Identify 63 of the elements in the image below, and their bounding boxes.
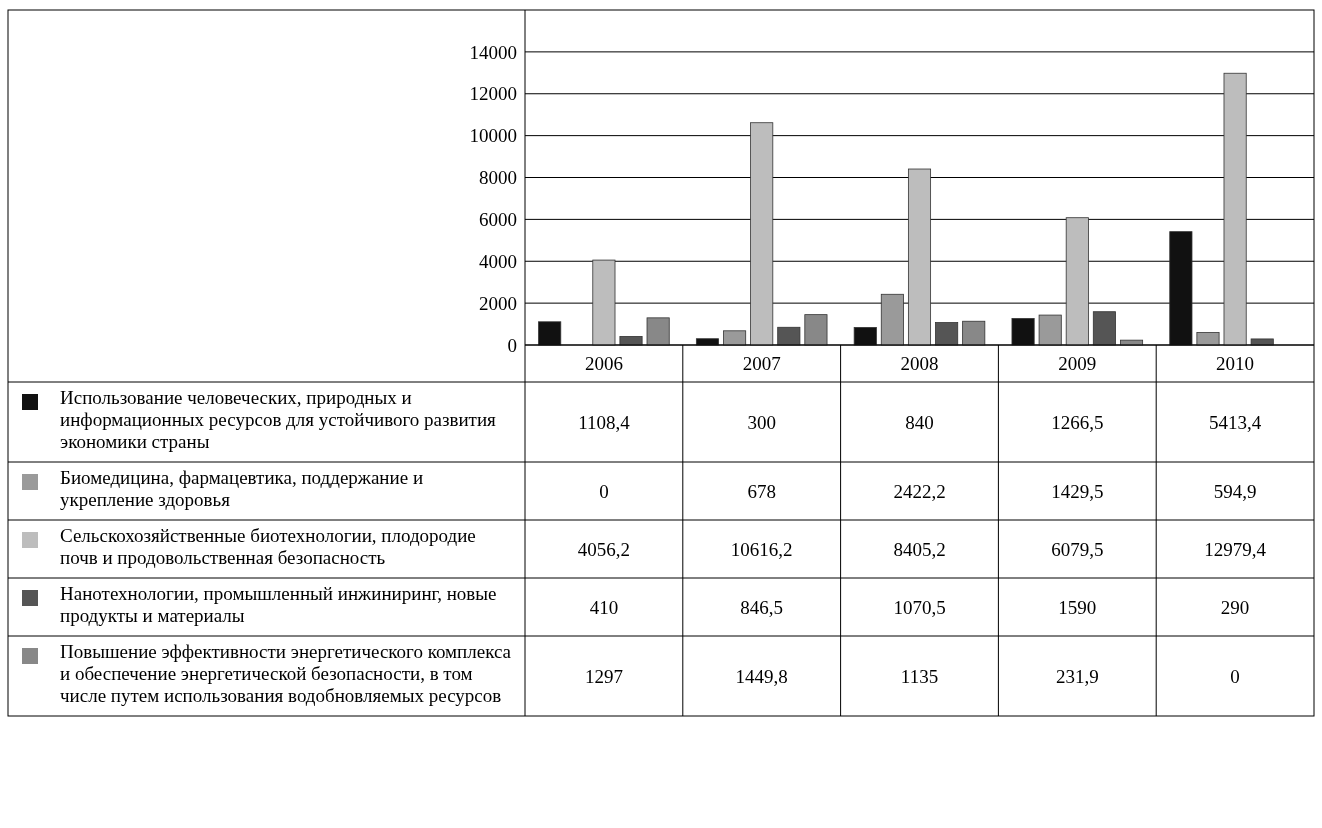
bar (1169, 231, 1193, 346)
data-label: 300 (747, 411, 776, 433)
bar (1250, 338, 1274, 346)
y-tick-label: 0 (507, 334, 517, 356)
bar (1223, 72, 1247, 346)
data-label: 594,9 (1213, 480, 1257, 502)
legend-label: Биомедицина, фармацевтика, поддержание и укрепление здоровья (60, 467, 424, 510)
data-label: 678 (747, 480, 776, 502)
data-label: 1070,5 (893, 596, 946, 618)
bar (1092, 311, 1116, 346)
x-tick-label: 2010 (1216, 353, 1255, 375)
bar (750, 122, 774, 346)
bar (777, 326, 801, 346)
data-label: 1266,5 (1051, 411, 1104, 433)
data-label: 840 (905, 411, 934, 433)
bar (1196, 332, 1220, 346)
legend-label: Повышение эффективности энергетического комплекса и обеспечение энергетической безопасности, в том числе путем использования водобновляемых ресурсов (60, 641, 512, 706)
bar (880, 293, 904, 346)
y-tick-label: 6000 (479, 209, 517, 231)
data-label: 12979,4 (1204, 538, 1267, 560)
bar (1011, 318, 1035, 346)
y-tick-label: 12000 (469, 83, 517, 105)
bar (935, 322, 959, 346)
x-tick-label: 2008 (900, 353, 939, 375)
bar (646, 317, 670, 346)
data-label: 1590 (1058, 596, 1097, 618)
data-label: 2422,2 (893, 480, 946, 502)
bar (592, 259, 616, 346)
data-label: 410 (589, 596, 619, 618)
legend-label: Использование человеческих, природных и информационных ресурсов для устойчивого развития экономики страны (60, 387, 497, 452)
data-label: 0 (1230, 665, 1240, 687)
bar (804, 314, 828, 346)
bar (538, 321, 562, 346)
bar (853, 327, 877, 346)
data-label: 8405,2 (893, 538, 946, 560)
data-label: 231,9 (1055, 665, 1099, 687)
x-tick-label: 2007 (742, 353, 781, 375)
bar (723, 330, 747, 346)
bar (1038, 314, 1062, 346)
y-tick-label: 14000 (469, 41, 517, 63)
y-tick-label: 8000 (479, 167, 517, 189)
data-label: 6079,5 (1051, 538, 1104, 560)
data-label: 1297 (584, 665, 623, 687)
x-tick-label: 2009 (1058, 353, 1097, 375)
bar (1065, 217, 1089, 346)
x-tick-label: 2006 (584, 353, 623, 375)
legend-label: Сельскохозяйственные биотехнологии, плодородие почв и продовольственная безопасность (60, 525, 476, 568)
data-label: 1108,4 (578, 411, 631, 433)
data-label: 1429,5 (1051, 480, 1104, 502)
y-tick-label: 10000 (469, 125, 517, 147)
bar (907, 168, 932, 346)
data-label: 5413,4 (1208, 411, 1262, 433)
y-tick-label: 4000 (479, 250, 517, 272)
y-tick-label: 2000 (479, 292, 517, 314)
bar (962, 320, 986, 346)
data-label: 1135 (900, 665, 939, 687)
data-label: 290 (1220, 596, 1250, 618)
data-label: 4056,2 (577, 538, 631, 560)
data-label: 0 (599, 480, 609, 502)
data-label: 1449,8 (735, 665, 788, 687)
data-label: 846,5 (740, 596, 784, 618)
legend-label: Нанотехнологии, промышленный инжиниринг, новые продукты и материалы (60, 583, 497, 626)
data-label: 10616,2 (730, 538, 793, 560)
